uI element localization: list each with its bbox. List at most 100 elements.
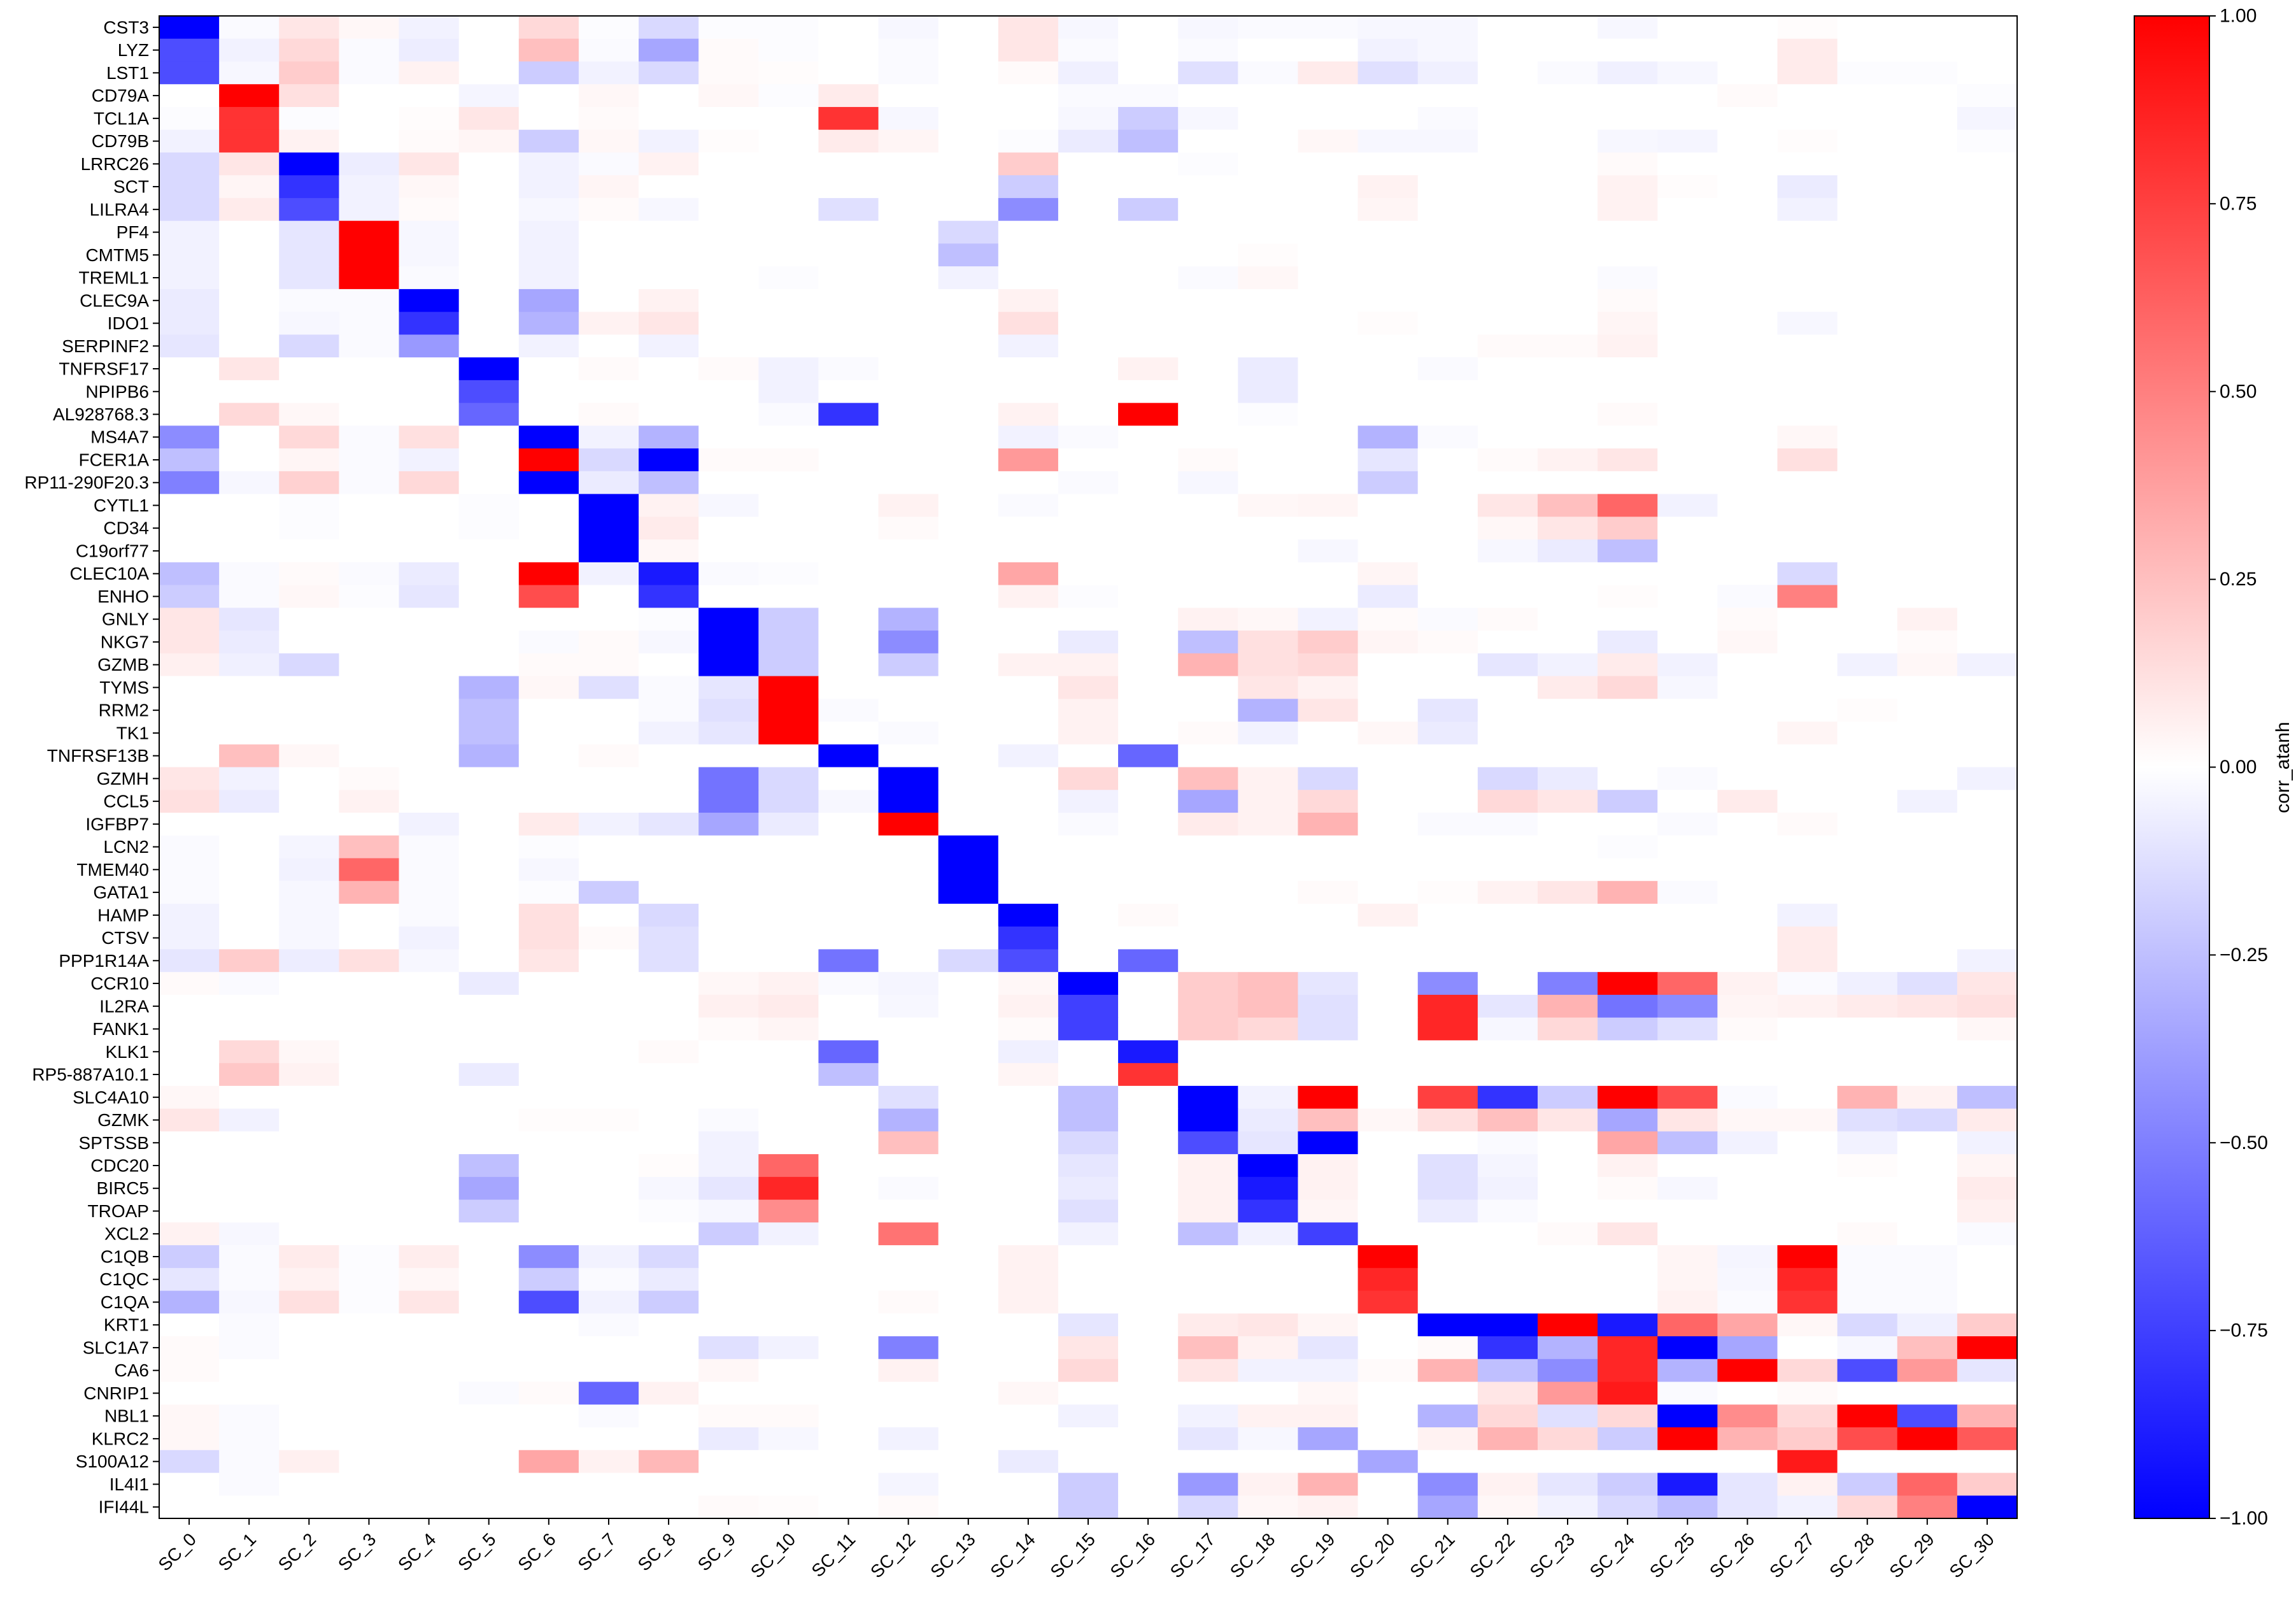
heatmap-cell	[938, 243, 999, 267]
heatmap-cell	[1537, 175, 1598, 199]
heatmap-cell	[1598, 197, 1658, 222]
heatmap-cell	[1417, 197, 1478, 222]
heatmap-cell	[578, 903, 639, 927]
heatmap-cell	[818, 38, 879, 62]
heatmap-cell	[339, 1199, 400, 1223]
heatmap-cell	[1118, 243, 1179, 267]
heatmap-cell	[818, 1131, 879, 1155]
heatmap-cell	[1657, 471, 1718, 495]
heatmap-cell	[219, 790, 280, 813]
heatmap-cell	[458, 1336, 520, 1360]
heatmap-cell	[1957, 1495, 2018, 1519]
heatmap-cell	[818, 1336, 879, 1360]
heatmap-cell	[818, 1017, 879, 1041]
heatmap-cell	[1477, 585, 1538, 608]
heatmap-cell	[279, 1176, 339, 1201]
heatmap-cell	[938, 835, 999, 859]
row-label: CD79A	[92, 86, 150, 106]
heatmap-cell	[458, 16, 520, 39]
row-label: LCN2	[103, 837, 149, 857]
heatmap-cell	[219, 334, 280, 358]
heatmap-cell	[1598, 425, 1658, 449]
heatmap-cell	[938, 84, 999, 108]
heatmap-cell	[458, 562, 520, 586]
heatmap-cell	[1477, 722, 1538, 745]
heatmap-cell	[219, 84, 280, 108]
heatmap-cell	[279, 903, 339, 927]
heatmap-cell	[818, 129, 879, 153]
heatmap-cell	[1298, 835, 1359, 859]
heatmap-cell	[938, 334, 999, 358]
heatmap-cell	[518, 585, 579, 608]
heatmap-cell	[1657, 926, 1718, 950]
heatmap-cell	[1957, 380, 2018, 404]
heatmap-cell	[938, 311, 999, 335]
heatmap-cell	[339, 38, 400, 62]
heatmap-cell	[399, 722, 460, 745]
heatmap-cell	[1477, 1313, 1538, 1337]
heatmap-cell	[1957, 175, 2018, 199]
heatmap-cell	[938, 1131, 999, 1155]
heatmap-cell	[1598, 653, 1658, 677]
heatmap-cell	[1897, 403, 1958, 426]
heatmap-cell	[1417, 220, 1478, 245]
heatmap-cell	[279, 1313, 339, 1337]
heatmap-cell	[1357, 858, 1419, 881]
heatmap-cell	[1598, 881, 1658, 904]
heatmap-cell	[1957, 949, 2018, 973]
heatmap-cell	[1477, 38, 1538, 62]
heatmap-cell	[159, 562, 220, 586]
column-label: SC_23	[1526, 1529, 1578, 1581]
heatmap-cell	[1598, 1108, 1658, 1132]
heatmap-cell	[1717, 1085, 1778, 1109]
heatmap-cell	[1837, 1267, 1898, 1292]
heatmap-cell	[1598, 1085, 1658, 1109]
heatmap-cell	[578, 266, 639, 290]
heatmap-cell	[1598, 1495, 1658, 1519]
heatmap-cell	[878, 357, 939, 381]
heatmap-cell	[518, 289, 579, 313]
heatmap-cell	[1058, 1427, 1119, 1451]
heatmap-cell	[1298, 631, 1359, 654]
heatmap-cell	[1777, 152, 1838, 176]
heatmap-cell	[1357, 152, 1419, 176]
heatmap-cell	[1777, 562, 1838, 586]
heatmap-cell	[1957, 1222, 2018, 1246]
heatmap-cell	[279, 1040, 339, 1064]
heatmap-cell	[1178, 653, 1238, 677]
heatmap-cell	[1957, 1108, 2018, 1132]
heatmap-cell	[399, 972, 460, 995]
heatmap-cell	[1238, 994, 1299, 1018]
heatmap-cell	[1537, 539, 1598, 563]
heatmap-cell	[998, 926, 1059, 950]
heatmap-cell	[1357, 1199, 1419, 1223]
heatmap-cell	[1657, 448, 1718, 472]
heatmap-cell	[639, 197, 699, 222]
heatmap-cell	[1298, 266, 1359, 290]
heatmap-cell	[1777, 1154, 1838, 1178]
heatmap-cell	[578, 1359, 639, 1383]
heatmap-cell	[1657, 1199, 1718, 1223]
heatmap-cell	[339, 858, 400, 881]
heatmap-cell	[399, 1017, 460, 1041]
heatmap-cell	[458, 403, 520, 426]
row-label: LRRC26	[81, 154, 149, 174]
heatmap-cell	[818, 84, 879, 108]
heatmap-cell	[1777, 1063, 1838, 1087]
heatmap-cell	[878, 106, 939, 131]
heatmap-cell	[399, 1290, 460, 1314]
heatmap-cell	[1477, 1108, 1538, 1132]
heatmap-cell	[1837, 1017, 1898, 1041]
heatmap-cell	[938, 220, 999, 245]
heatmap-cell	[1118, 84, 1179, 108]
heatmap-cell	[878, 812, 939, 836]
heatmap-cell	[1657, 881, 1718, 904]
heatmap-cell	[1657, 1336, 1718, 1360]
heatmap-cell	[1417, 1336, 1478, 1360]
heatmap-cell	[578, 926, 639, 950]
heatmap-cell	[1417, 517, 1478, 540]
heatmap-cell	[1897, 790, 1958, 813]
heatmap-cell	[878, 517, 939, 540]
row-label: CA6	[115, 1360, 149, 1380]
heatmap-cell	[1298, 1450, 1359, 1474]
